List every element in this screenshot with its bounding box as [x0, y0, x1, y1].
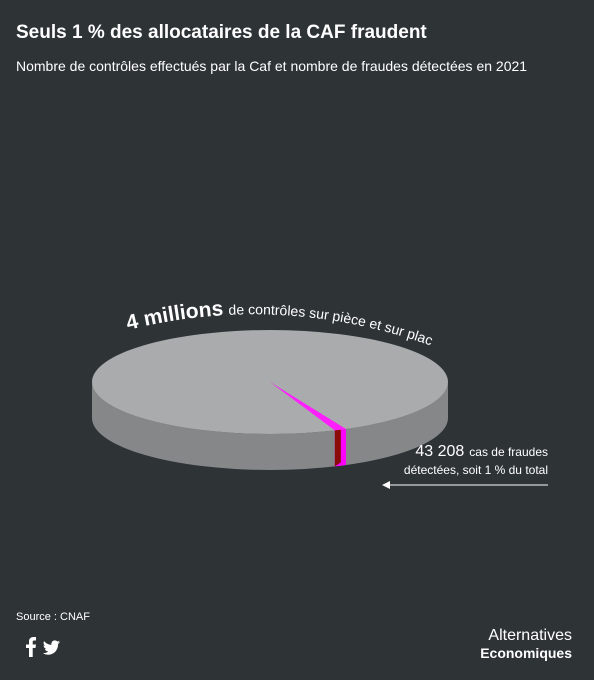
pie [92, 330, 448, 470]
chart-title: Seuls 1 % des allocataires de la CAF fra… [16, 22, 427, 43]
fraud-top [270, 382, 346, 431]
brand-line-1: Alternatives [488, 627, 572, 644]
twitter-icon[interactable] [42, 640, 61, 655]
fraud-edge [334, 426, 341, 467]
arrow-head [382, 481, 390, 489]
fraud-name: cas de fraudes [469, 445, 548, 459]
fraud-note: détectées, soit 1 % du total [404, 463, 548, 477]
pie-side [92, 382, 448, 470]
chart-subtitle: Nombre de contrôles effectués par la Caf… [16, 58, 527, 74]
fraud-label: 43 208 cas de fraudes [415, 443, 548, 460]
brand-line-2: Economiques [480, 645, 572, 661]
source: Source : CNAF [16, 611, 90, 623]
facebook-icon[interactable] [26, 637, 36, 657]
fraud-value-label: 43 208 [415, 443, 464, 460]
